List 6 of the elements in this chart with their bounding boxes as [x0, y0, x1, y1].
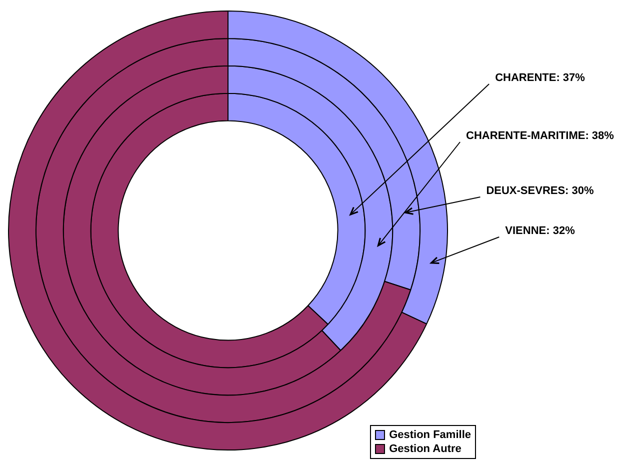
data-label: VIENNE: 32% [505, 225, 576, 238]
legend-label: Gestion Famille [389, 428, 471, 442]
legend-label: Gestion Autre [389, 442, 462, 456]
data-label: CHARENTE-MARITIME: 38% [466, 130, 614, 142]
data-label: DEUX-SEVRES: 30% [486, 185, 594, 198]
data-label: CHARENTE: 37% [495, 72, 586, 84]
